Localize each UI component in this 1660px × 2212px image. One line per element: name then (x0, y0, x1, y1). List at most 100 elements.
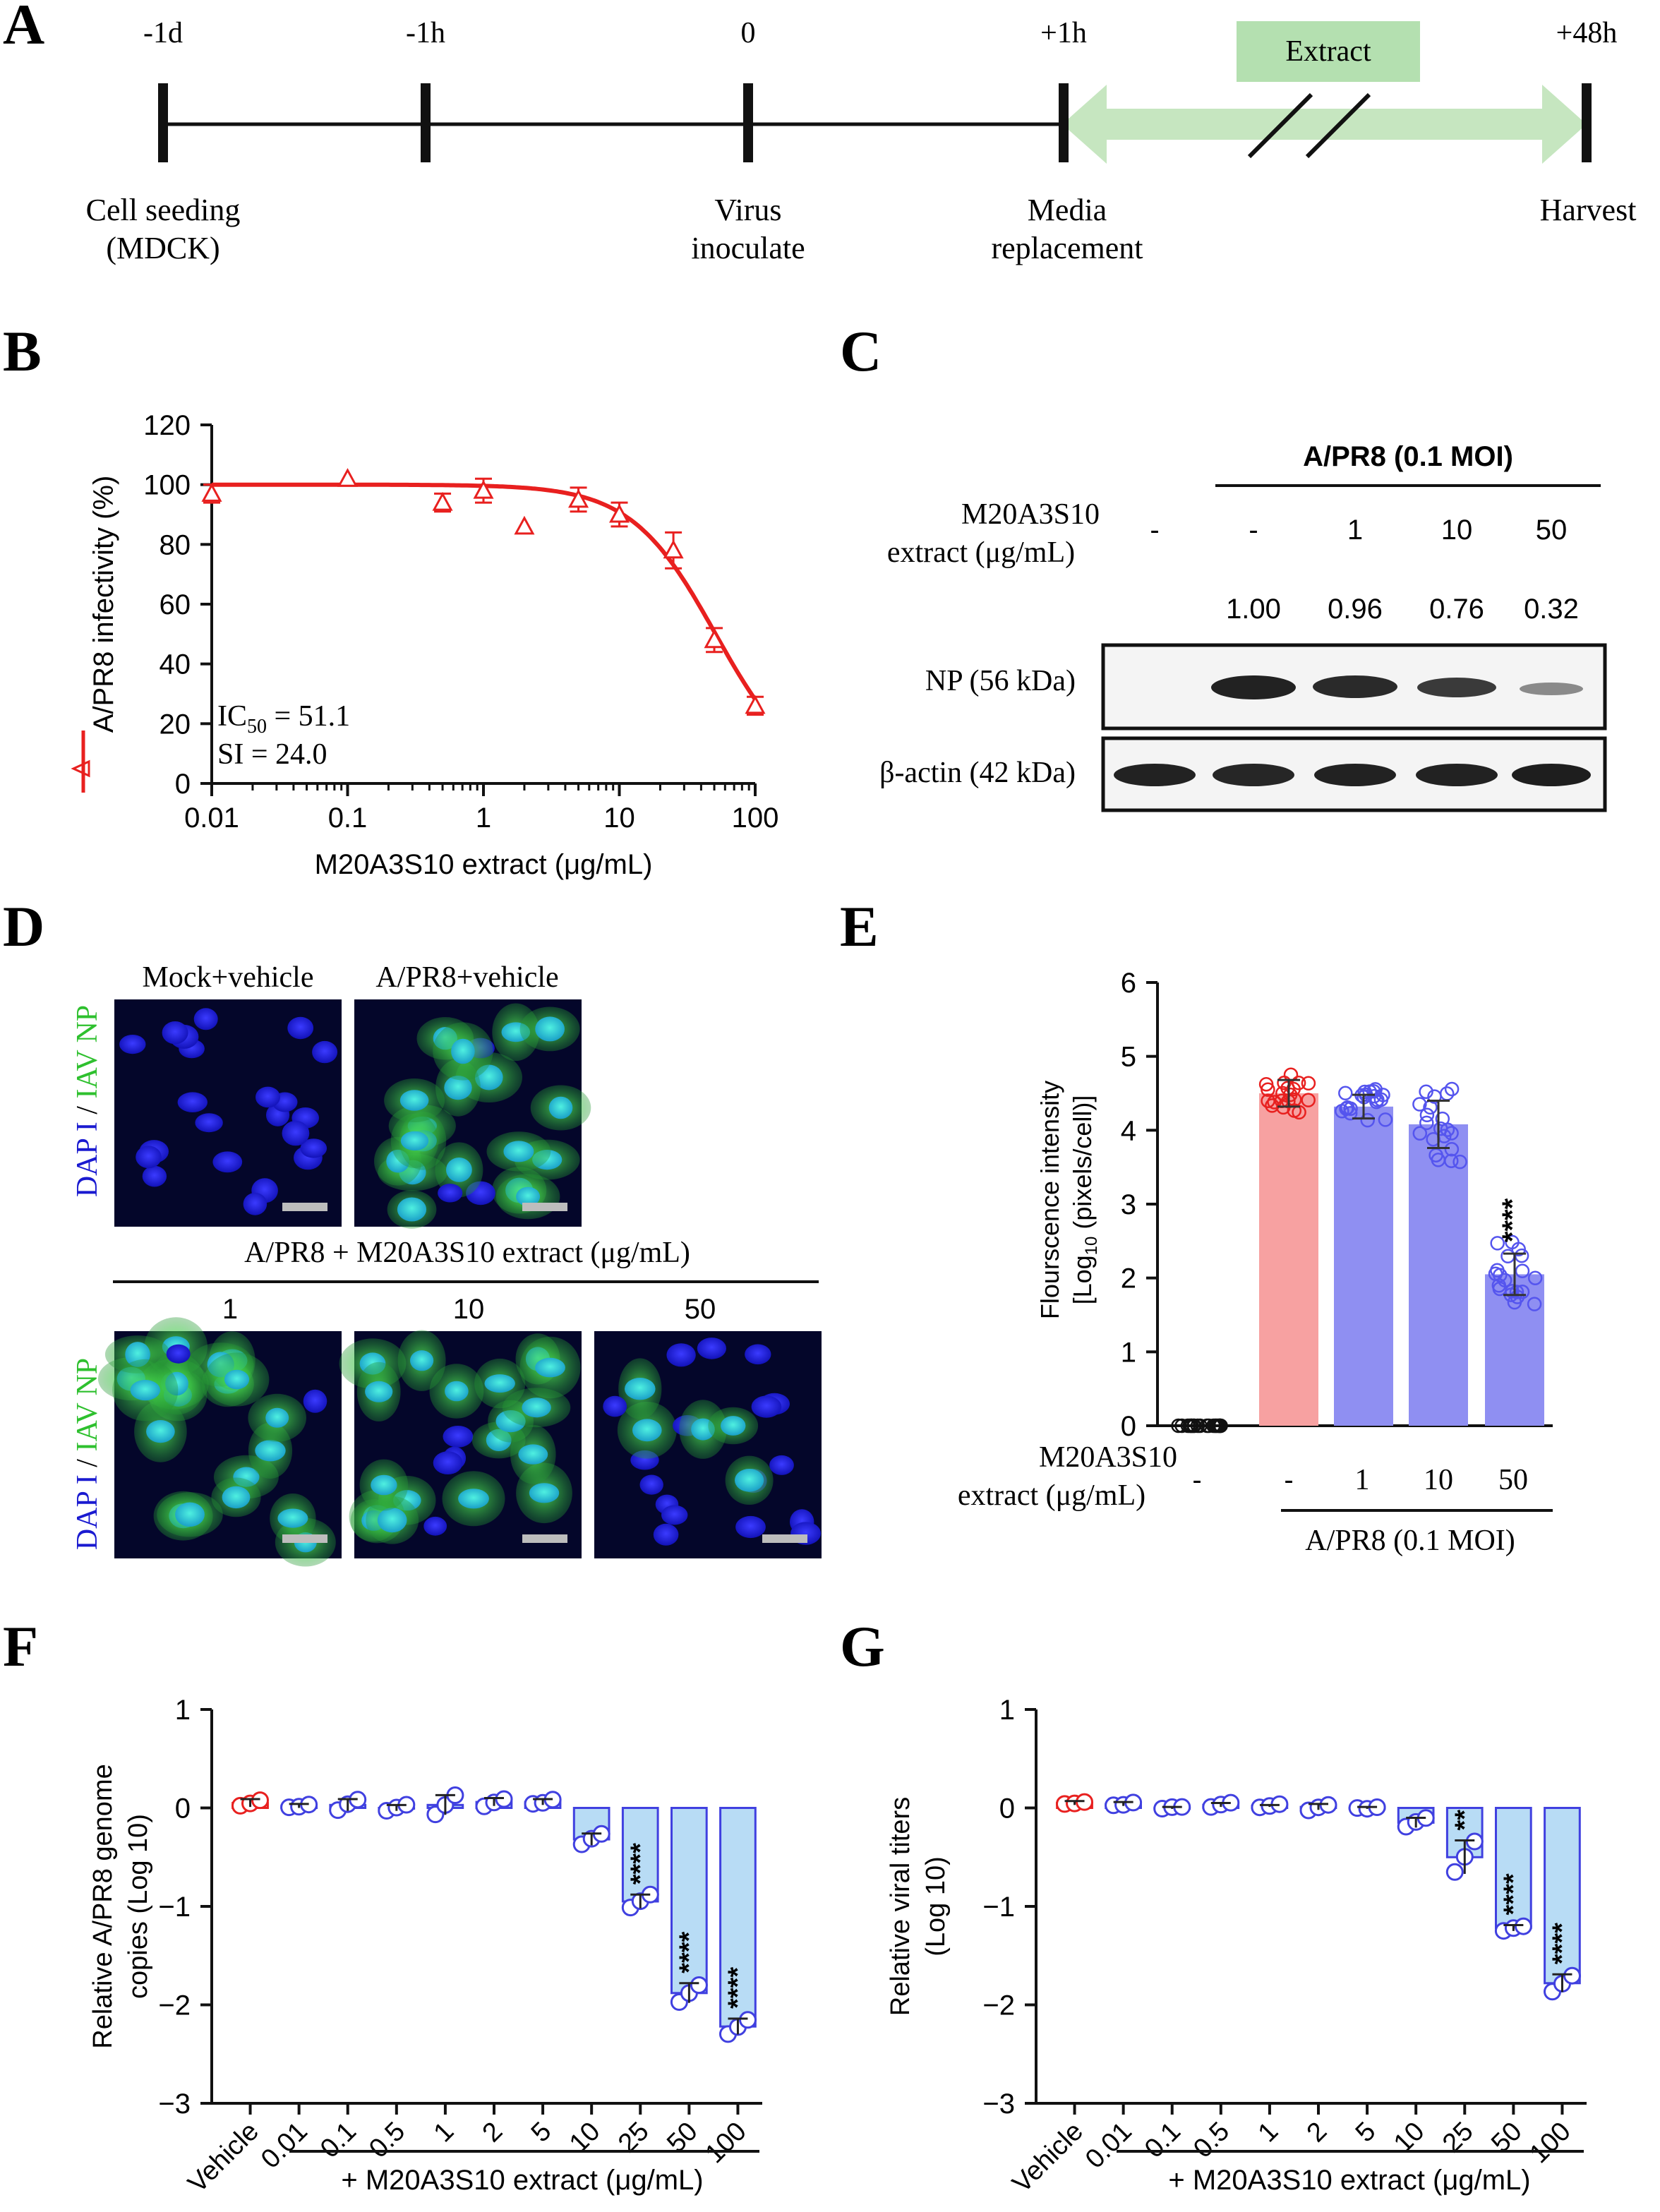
e-y-tick-label: 4 (1121, 1115, 1136, 1146)
b-data-point (704, 629, 725, 649)
panel-c: C A/PR8 (0.1 MOI) M20A3S10 extract (μg/m… (840, 319, 1607, 812)
nucleus (625, 1378, 656, 1400)
e-bar (1334, 1106, 1393, 1426)
time-label: +1h (1040, 17, 1087, 49)
f-y-tick-label: −3 (158, 2088, 191, 2120)
e-data-point (1444, 1153, 1459, 1169)
b-data-point (568, 488, 589, 508)
panel-b-letter: B (3, 319, 42, 383)
band-ratio: 1.00 (1226, 594, 1281, 625)
f-y-tick-label: 1 (175, 1695, 191, 1726)
e-data-point (1444, 1081, 1460, 1097)
nucleus (193, 1008, 218, 1030)
b-data-point (608, 503, 630, 523)
np-band (1417, 678, 1496, 697)
micro-title: 10 (453, 1294, 485, 1325)
band-ratio: 0.32 (1524, 594, 1579, 625)
e-data-point (1340, 1100, 1355, 1115)
actin-band (1416, 764, 1498, 786)
e-y-tick-label: 5 (1121, 1042, 1136, 1073)
nucleus (166, 1344, 191, 1364)
e-y-tick-label: 3 (1121, 1189, 1136, 1220)
e-data-point (1452, 1154, 1467, 1170)
e-data-point (1412, 1097, 1427, 1112)
panel-d-letter: D (3, 894, 44, 958)
nucleus (142, 1165, 167, 1187)
panel-e: E 0 1 2 3 4 5 6 **** Flourscence intensity [Log10… (840, 894, 1553, 1557)
blot-np-label: NP (56 kDa) (925, 665, 1076, 697)
np-band (1313, 675, 1397, 698)
e-data-point (1490, 1236, 1505, 1251)
nucleus (735, 1469, 764, 1492)
e-group-label: A/PR8 (0.1 MOI) (1305, 1525, 1515, 1557)
e-data-point (1378, 1112, 1393, 1127)
g-y-axis-label: Relative viral titers (886, 1797, 915, 2016)
e-data-point (1190, 1418, 1205, 1433)
e-data-point (1258, 1076, 1274, 1092)
b-x-tick-label: 100 (732, 803, 779, 834)
nucleus (518, 1444, 548, 1465)
si-text: SI = 24.0 (217, 738, 327, 771)
lane-label: - (1150, 515, 1159, 546)
extract-box (1237, 21, 1420, 82)
e-data-point (1427, 1089, 1442, 1104)
f-y-tick-label: 0 (175, 1793, 191, 1825)
b-data-point (514, 515, 535, 535)
f-x-tick-label: 100 (699, 2117, 752, 2170)
time-label: 0 (741, 17, 756, 49)
nucleus (438, 1184, 463, 1203)
break-mark (1305, 92, 1371, 159)
nucleus (371, 1474, 397, 1496)
b-y-axis-label: A/PR8 infectivity (%) (88, 476, 119, 733)
nucleus (303, 1389, 327, 1413)
actin-band (1314, 764, 1396, 786)
timeline-tick (421, 83, 431, 162)
chart-e: 0 1 2 3 4 5 6 **** Flourscence intensity [Log10 (… (1035, 968, 1553, 1442)
actin-band (1114, 764, 1196, 786)
e-significance: **** (1497, 1198, 1528, 1242)
e-data-point (1184, 1418, 1199, 1433)
nucleus (399, 1090, 429, 1111)
nucleus (529, 1483, 560, 1503)
e-data-point (1510, 1290, 1525, 1304)
nucleus (255, 1440, 286, 1462)
nucleus (603, 1395, 627, 1417)
e-lane-label: 10 (1424, 1464, 1453, 1496)
b-y-tick-label: 80 (160, 529, 191, 560)
micrograph (354, 999, 591, 1229)
nucleus (458, 1489, 489, 1509)
e-data-point (1283, 1067, 1299, 1083)
e-data-point (1301, 1093, 1316, 1107)
b-y-tick-label: 100 (143, 470, 191, 501)
f-x-tick-label: 0.5 (363, 2117, 411, 2164)
b-data-point (432, 491, 453, 511)
nucleus (365, 1381, 393, 1402)
nucleus (265, 1407, 289, 1428)
g-y-tick-label: −1 (982, 1892, 1015, 1923)
e-lane-label: - (1192, 1465, 1201, 1496)
nucleus (516, 1186, 541, 1206)
nucleus (451, 1038, 475, 1064)
panel-a: A Extract -1d -1h 0 +1h +48h Cell seedin… (3, 0, 1636, 265)
micrograph (339, 1330, 582, 1558)
scale-bar (522, 1534, 567, 1543)
e-data-point (1366, 1088, 1382, 1104)
nucleus (300, 1138, 327, 1158)
g-data-point (1514, 1917, 1532, 1935)
panel-b: B 0 20 40 60 80 100 120 0.01 0.1 1 10 100 M20A3S10 e… (3, 319, 778, 880)
e-data-point (1366, 1084, 1381, 1099)
b-fit-curve (212, 482, 757, 701)
f-x-tick-label: 0.01 (255, 2117, 313, 2175)
nucleus (484, 1374, 515, 1393)
timeline-tick (1582, 83, 1592, 162)
nucleus (535, 1016, 565, 1042)
b-x-tick-label: 0.1 (328, 803, 368, 834)
e-bar (1259, 1093, 1318, 1426)
nucleus (119, 1035, 146, 1054)
nucleus (443, 1426, 474, 1448)
g-x-tick-label: 1 (1253, 2117, 1285, 2148)
nucleus (522, 1397, 551, 1418)
